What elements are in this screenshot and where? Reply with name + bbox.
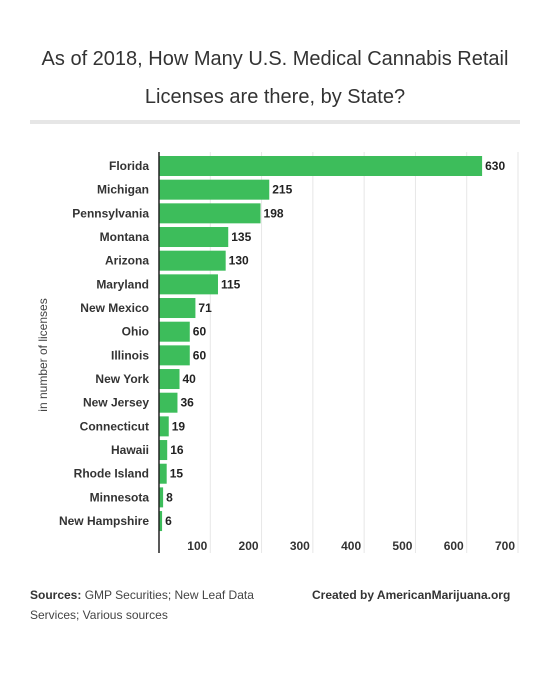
credit-note: Created by AmericanMarijuana.org (312, 588, 511, 602)
bar (159, 203, 261, 224)
category-label: Ohio (122, 325, 149, 339)
category-label: Minnesota (90, 490, 150, 504)
category-label: New Jersey (83, 396, 149, 410)
value-label: 198 (264, 206, 284, 220)
bar (159, 487, 164, 508)
x-tick-label: 400 (341, 539, 361, 553)
bar (159, 345, 190, 366)
bars (159, 156, 483, 532)
x-tick-label: 300 (290, 539, 310, 553)
bar (159, 369, 180, 390)
value-label: 71 (198, 301, 212, 315)
x-tick-labels: 100 200 300 400 500 600 700 (187, 539, 515, 553)
value-label: 60 (193, 325, 207, 339)
value-label: 115 (221, 277, 241, 291)
category-label: New Mexico (80, 301, 149, 315)
value-label: 36 (180, 396, 194, 410)
category-label: Connecticut (80, 419, 149, 433)
x-tick-label: 500 (392, 539, 412, 553)
x-tick-label: 600 (444, 539, 464, 553)
category-label: Hawaii (111, 443, 149, 457)
x-tick-label: 700 (495, 539, 515, 553)
bar (159, 250, 226, 271)
grid-lines (209, 152, 519, 553)
bar (159, 156, 483, 176)
y-axis-title: in number of licenses (36, 298, 50, 411)
value-labels: 630 215 198 135 130 115 71 60 60 40 36 19 16 15 8 6 (165, 159, 505, 528)
value-label: 19 (172, 419, 186, 433)
bar (159, 227, 229, 248)
bar (159, 416, 169, 437)
chart-title: As of 2018, How Many U.S. Medical Cannab… (41, 48, 509, 108)
bar (159, 179, 270, 200)
bar (159, 274, 218, 295)
value-label: 130 (229, 254, 249, 268)
x-tick-label: 100 (187, 539, 207, 553)
value-label: 16 (170, 443, 184, 457)
value-label: 8 (166, 490, 173, 504)
bar (159, 321, 190, 342)
value-label: 135 (231, 230, 251, 244)
sources-text: GMP Securities; New Leaf Data Services; … (30, 588, 254, 622)
category-label: Rhode Island (74, 467, 149, 481)
x-tick-label: 200 (239, 539, 259, 553)
value-label: 15 (170, 467, 184, 481)
category-label: Maryland (96, 277, 149, 291)
bar (159, 392, 178, 413)
category-label: New York (95, 372, 149, 386)
sources-note: Sources: GMP Securities; New Leaf Data S… (30, 585, 260, 625)
category-label: Florida (109, 159, 149, 173)
value-label: 60 (193, 348, 207, 362)
value-label: 630 (485, 159, 505, 173)
bar (159, 463, 167, 484)
sources-label: Sources: (30, 588, 82, 602)
category-label: Arizona (105, 254, 149, 268)
value-label: 40 (183, 372, 197, 386)
bar (159, 298, 196, 319)
category-labels: Florida Michigan Pennsylvania Montana Arizon… (59, 159, 149, 528)
category-label: Pennsylvania (72, 206, 149, 220)
category-label: Montana (100, 230, 150, 244)
title-divider (30, 120, 520, 124)
value-label: 215 (272, 183, 292, 197)
category-label: Illinois (111, 348, 149, 362)
bar (159, 440, 168, 461)
value-label: 6 (165, 514, 172, 528)
category-label: New Hampshire (59, 514, 149, 528)
bar (159, 511, 163, 532)
category-label: Michigan (97, 183, 149, 197)
